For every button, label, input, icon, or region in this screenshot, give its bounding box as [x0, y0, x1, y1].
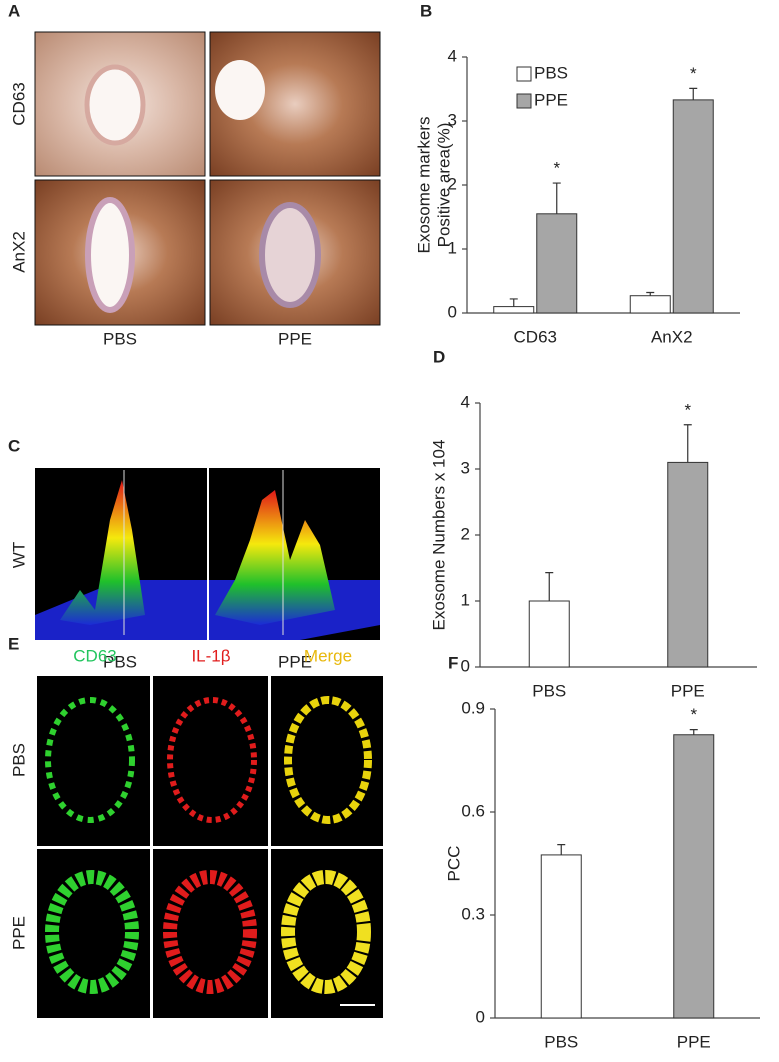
stain-ring	[281, 870, 371, 994]
y-axis-label: PCC	[444, 846, 463, 882]
column-label: PPE	[278, 652, 312, 671]
row-label: CD63	[9, 82, 28, 125]
error-bar	[557, 844, 566, 855]
column-label: CD63	[73, 646, 116, 665]
error-bar	[509, 298, 518, 307]
legend-label: PPE	[534, 90, 568, 109]
column-label: PPE	[278, 329, 312, 348]
y-tick-label: 0.6	[461, 801, 485, 820]
bar	[629, 295, 671, 314]
significance-mark: *	[690, 64, 697, 83]
stain-ring	[167, 697, 257, 823]
panel-letter: C	[8, 436, 20, 455]
stain-ring	[163, 870, 257, 994]
y-tick-label: 0.9	[461, 698, 485, 717]
x-tick-label: PPE	[671, 681, 705, 700]
bar	[673, 734, 715, 1019]
column-label: PBS	[103, 652, 137, 671]
y-tick-label: 3	[461, 458, 470, 477]
row-label: PPE	[9, 916, 28, 950]
nta-plot	[35, 468, 380, 640]
error-bar	[552, 182, 561, 214]
y-tick-label: 1	[461, 590, 470, 609]
error-bar	[646, 291, 655, 296]
error-bar	[689, 87, 698, 100]
bar	[672, 99, 714, 314]
error-bar	[683, 424, 692, 463]
column-label: Merge	[304, 646, 352, 665]
error-bar	[689, 729, 698, 735]
stain-ring	[284, 696, 372, 824]
legend-swatch	[516, 66, 532, 82]
stain-ring	[45, 870, 139, 994]
y-tick-label: 0	[448, 302, 457, 321]
bar	[667, 461, 709, 668]
y-tick-label: 0.3	[461, 904, 485, 923]
y-tick-label: 1	[448, 238, 457, 257]
bar	[540, 854, 582, 1019]
panel-letter: D	[433, 347, 445, 366]
significance-mark: *	[553, 159, 560, 178]
micrograph-grid	[34, 31, 381, 326]
stain-ring	[45, 697, 135, 823]
y-axis-label: Exosome markers	[414, 117, 433, 254]
y-tick-label: 2	[448, 174, 457, 193]
y-axis-label: Positive area(%)	[434, 123, 453, 248]
x-tick-label: CD63	[514, 327, 557, 346]
panel-letter: B	[420, 1, 432, 20]
alveolus	[215, 60, 265, 120]
x-tick-label: PPE	[677, 1032, 711, 1051]
airway	[85, 197, 135, 313]
y-tick-label: 0	[476, 1007, 485, 1026]
row-label: WT	[9, 542, 28, 568]
row-label: PBS	[9, 743, 28, 777]
panel-letter: E	[8, 634, 19, 653]
panel-letter: A	[8, 1, 20, 20]
y-tick-label: 4	[461, 392, 470, 411]
error-bar	[545, 572, 554, 601]
airway	[84, 64, 146, 146]
column-label: IL-1β	[191, 646, 230, 665]
bar	[528, 600, 570, 668]
x-tick-label: PBS	[544, 1032, 578, 1051]
bar	[536, 213, 578, 314]
y-tick-label: 3	[448, 110, 457, 129]
y-axis-label: Exosome Numbers x 104	[429, 440, 448, 631]
x-tick-label: PBS	[532, 681, 566, 700]
significance-mark: *	[690, 705, 697, 724]
panel-letter: F	[448, 653, 458, 672]
y-tick-label: 2	[461, 524, 470, 543]
row-label: AnX2	[9, 231, 28, 273]
significance-mark: *	[684, 400, 691, 419]
fluorescence-grid	[37, 676, 383, 1018]
legend-swatch	[516, 93, 532, 109]
y-tick-label: 0	[461, 656, 470, 675]
bar	[493, 306, 535, 314]
column-label: PBS	[103, 329, 137, 348]
x-tick-label: AnX2	[651, 327, 693, 346]
legend-label: PBS	[534, 63, 568, 82]
nta-peak	[215, 490, 335, 625]
airway	[259, 202, 321, 308]
y-tick-label: 4	[448, 46, 457, 65]
